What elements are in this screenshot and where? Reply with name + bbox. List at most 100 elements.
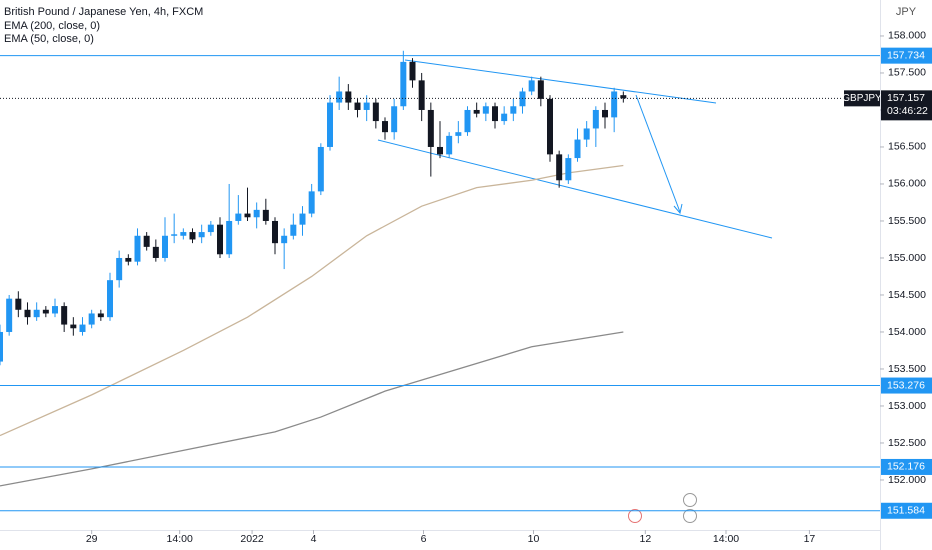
candle-body: [574, 139, 581, 159]
candle-body: [583, 128, 590, 140]
candle-body: [345, 91, 352, 103]
y-tick-label: 154.500: [888, 289, 926, 301]
candle-body: [262, 209, 269, 221]
candle-body: [88, 313, 95, 325]
arrow-line: [635, 94, 681, 213]
level-label: 153.276: [887, 379, 925, 391]
candle-body: [171, 234, 178, 236]
symbol-label: GBPJPY: [842, 93, 882, 104]
candle-body: [427, 109, 434, 147]
legend-entry: EMA (200, close, 0): [4, 20, 100, 32]
candle-body: [0, 331, 3, 362]
candle-body: [162, 235, 168, 258]
candle-body: [547, 98, 553, 155]
upper-trendline: [404, 59, 717, 104]
y-tick-label: 152.000: [888, 474, 926, 486]
y-tick-label: 157.500: [888, 67, 926, 79]
candle-body: [492, 106, 498, 122]
candle-body: [33, 309, 40, 318]
level-label-box: [881, 458, 932, 475]
level-label: 151.584: [887, 505, 925, 517]
y-tick-label: 156.500: [888, 141, 926, 153]
x-tick-label: 2022: [240, 533, 264, 545]
event-icons: [628, 493, 697, 523]
y-tick-label: 155.000: [888, 252, 926, 264]
candle-body: [519, 91, 526, 107]
candle-body: [620, 95, 627, 99]
symbol-box: [844, 90, 880, 107]
chart-title: British Pound / Japanese Yen, 4h, FXCM: [4, 6, 203, 18]
candle-body: [391, 106, 398, 133]
x-tick-label: 14:00: [713, 533, 739, 545]
candle-body: [409, 61, 416, 81]
x-tick-label: 12: [639, 533, 651, 545]
candle-body: [272, 220, 278, 244]
ema-line: [0, 331, 624, 487]
arrow-head: [673, 203, 683, 215]
candle-body: [602, 109, 608, 118]
candle-body: [592, 109, 599, 129]
candle-body: [382, 121, 388, 133]
level-label: 157.734: [887, 49, 925, 61]
candle-body: [107, 280, 113, 318]
candle-body: [510, 106, 517, 114]
candle-body: [354, 102, 361, 110]
candle-body: [290, 224, 297, 236]
candle-body: [52, 306, 58, 314]
candle-body: [308, 191, 315, 214]
y-tick-label: 154.000: [888, 326, 926, 338]
candle-body: [372, 102, 379, 122]
candle-body: [446, 135, 453, 155]
candle-body: [79, 324, 86, 332]
candle-body: [537, 80, 544, 99]
last-price-box: [881, 90, 932, 121]
y-tick-label: 153.500: [888, 363, 926, 375]
lower-trendline: [377, 139, 773, 239]
candle-body: [97, 313, 104, 318]
candle-body: [15, 298, 22, 310]
x-tick-label: 10: [528, 533, 540, 545]
candle-body: [226, 220, 233, 255]
candle-body: [6, 298, 13, 332]
candle-body: [473, 109, 480, 114]
x-tick-label: 6: [421, 533, 427, 545]
countdown-label: 03:46:22: [887, 105, 928, 117]
candle-body: [327, 102, 333, 147]
candle-body: [152, 246, 159, 258]
x-tick-label: 17: [804, 533, 816, 545]
candle-body: [42, 309, 49, 314]
candle-body: [253, 209, 260, 218]
candle-body: [418, 80, 425, 110]
candle-body: [70, 324, 77, 329]
legend-entry: EMA (50, close, 0): [4, 33, 94, 45]
candle-body: [281, 235, 288, 244]
candle-body: [235, 213, 242, 221]
x-tick-label: 14:00: [167, 533, 193, 545]
x-tick-label: 4: [311, 533, 317, 545]
level-label-box: [881, 502, 932, 519]
event-icon: [628, 509, 642, 523]
candle-body: [134, 235, 141, 262]
candle-body: [198, 232, 205, 238]
candle-body: [336, 91, 343, 103]
candle-body: [556, 154, 563, 181]
candle-body: [143, 235, 150, 247]
candle-body: [116, 257, 123, 281]
event-icon: [683, 493, 697, 507]
candle-body: [24, 309, 31, 318]
candle-body: [437, 146, 443, 155]
candle-body: [482, 106, 489, 114]
candle-body: [501, 113, 508, 122]
ema-line: [0, 164, 624, 437]
candle-body: [244, 213, 251, 218]
candle-body: [464, 109, 471, 133]
y-tick-label: 153.000: [888, 400, 926, 412]
y-tick-label: 156.000: [888, 178, 926, 190]
candle-body: [125, 257, 132, 262]
candle-body: [363, 102, 370, 110]
y-tick-label: 158.000: [888, 30, 926, 42]
y-tick-label: 152.500: [888, 437, 926, 449]
